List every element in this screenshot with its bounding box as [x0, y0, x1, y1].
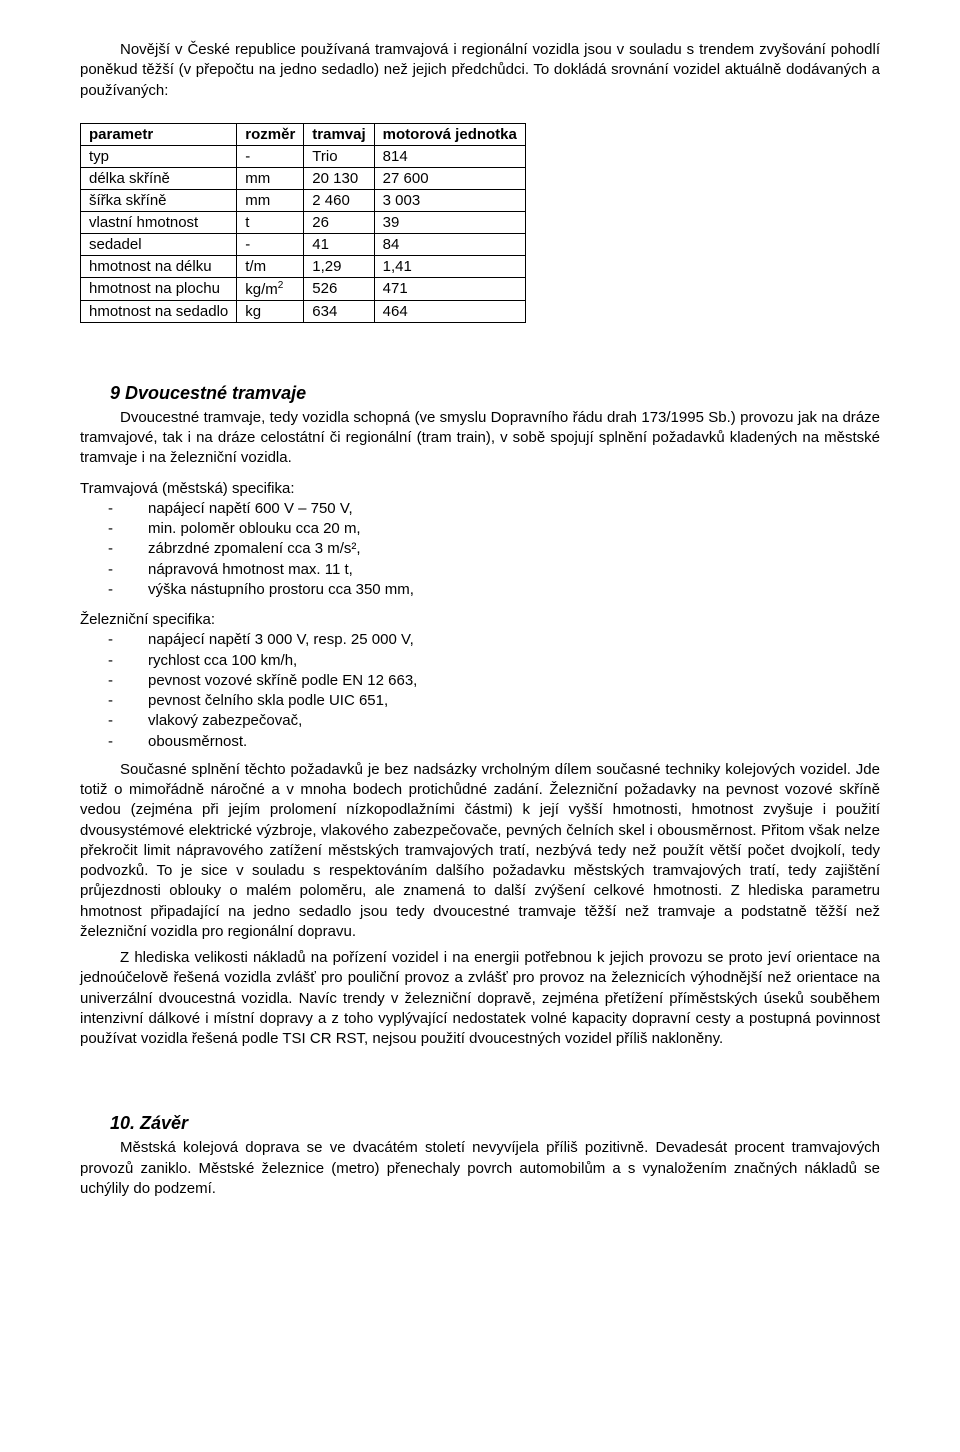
section-10-p1: Městská kolejová doprava se ve dvacátém …: [80, 1138, 880, 1199]
list-item-text: napájecí napětí 600 V – 750 V,: [148, 500, 353, 517]
list-item-text: pevnost čelního skla podle UIC 651,: [148, 692, 388, 709]
list-item-text: min. poloměr oblouku cca 20 m,: [148, 520, 361, 537]
cell-unit: -: [237, 145, 304, 167]
list-item-text: rychlost cca 100 km/h,: [148, 652, 297, 669]
cell-unit: kg/m2: [237, 277, 304, 300]
list-item: -zábrzdné zpomalení cca 3 m/s²,: [80, 539, 880, 559]
list-item: -vlakový zabezpečovač,: [80, 711, 880, 731]
cell-unit: kg: [237, 300, 304, 322]
col-motorova: motorová jednotka: [374, 123, 525, 145]
cell-tram: 26: [304, 211, 374, 233]
cell-tram: 634: [304, 300, 374, 322]
rail-specifics-header: Železniční specifika:: [80, 610, 880, 630]
cell-param: vlastní hmotnost: [81, 211, 237, 233]
cell-unit: t/m: [237, 255, 304, 277]
list-item-text: vlakový zabezpečovač,: [148, 712, 302, 729]
cell-tram: 41: [304, 233, 374, 255]
cell-mu: 814: [374, 145, 525, 167]
section-9-title: 9 Dvoucestné tramvaje: [110, 383, 880, 404]
table-row: hmotnost na délku t/m 1,29 1,41: [81, 255, 526, 277]
cell-tram: 1,29: [304, 255, 374, 277]
cell-param: šířka skříně: [81, 189, 237, 211]
list-item: -napájecí napětí 600 V – 750 V,: [80, 499, 880, 519]
cell-param: hmotnost na sedadlo: [81, 300, 237, 322]
list-item: -obousměrnost.: [80, 732, 880, 752]
cell-param: typ: [81, 145, 237, 167]
parameters-table: parametr rozměr tramvaj motorová jednotk…: [80, 123, 526, 323]
list-item-text: výška nástupního prostoru cca 350 mm,: [148, 581, 414, 598]
table-row: hmotnost na plochu kg/m2 526 471: [81, 277, 526, 300]
cell-mu: 464: [374, 300, 525, 322]
col-rozmer: rozměr: [237, 123, 304, 145]
table-row: typ - Trio 814: [81, 145, 526, 167]
cell-tram: 526: [304, 277, 374, 300]
tram-specifics-header: Tramvajová (městská) specifika:: [80, 479, 880, 499]
cell-mu: 471: [374, 277, 525, 300]
list-item: -výška nástupního prostoru cca 350 mm,: [80, 580, 880, 600]
table-row: sedadel - 41 84: [81, 233, 526, 255]
section-9-p1: Dvoucestné tramvaje, tedy vozidla schopn…: [80, 408, 880, 469]
cell-tram: Trio: [304, 145, 374, 167]
table-row: délka skříně mm 20 130 27 600: [81, 167, 526, 189]
section-10-title: 10. Závěr: [110, 1113, 880, 1134]
table-row: šířka skříně mm 2 460 3 003: [81, 189, 526, 211]
list-item-text: zábrzdné zpomalení cca 3 m/s²,: [148, 540, 361, 557]
cell-param: hmotnost na plochu: [81, 277, 237, 300]
cell-unit: mm: [237, 189, 304, 211]
cell-tram: 2 460: [304, 189, 374, 211]
cell-mu: 3 003: [374, 189, 525, 211]
section-9-p3: Z hlediska velikosti nákladů na pořízení…: [80, 948, 880, 1049]
cell-param: hmotnost na délku: [81, 255, 237, 277]
list-item-text: nápravová hmotnost max. 11 t,: [148, 561, 353, 578]
cell-unit: mm: [237, 167, 304, 189]
list-item-text: obousměrnost.: [148, 733, 247, 750]
list-item: -rychlost cca 100 km/h,: [80, 651, 880, 671]
cell-mu: 1,41: [374, 255, 525, 277]
cell-tram: 20 130: [304, 167, 374, 189]
cell-mu: 27 600: [374, 167, 525, 189]
cell-param: sedadel: [81, 233, 237, 255]
table-row: hmotnost na sedadlo kg 634 464: [81, 300, 526, 322]
list-item: -pevnost čelního skla podle UIC 651,: [80, 691, 880, 711]
list-item: -napájecí napětí 3 000 V, resp. 25 000 V…: [80, 630, 880, 650]
cell-mu: 39: [374, 211, 525, 233]
cell-unit: -: [237, 233, 304, 255]
list-item: -nápravová hmotnost max. 11 t,: [80, 560, 880, 580]
cell-param: délka skříně: [81, 167, 237, 189]
cell-mu: 84: [374, 233, 525, 255]
table-row: vlastní hmotnost t 26 39: [81, 211, 526, 233]
list-item: -pevnost vozové skříně podle EN 12 663,: [80, 671, 880, 691]
list-item-text: pevnost vozové skříně podle EN 12 663,: [148, 672, 417, 689]
intro-paragraph: Novější v České republice používaná tram…: [80, 40, 880, 101]
cell-unit: t: [237, 211, 304, 233]
col-parametr: parametr: [81, 123, 237, 145]
list-item-text: napájecí napětí 3 000 V, resp. 25 000 V,: [148, 631, 414, 648]
section-9-p2: Současné splnění těchto požadavků je bez…: [80, 760, 880, 942]
list-item: -min. poloměr oblouku cca 20 m,: [80, 519, 880, 539]
col-tramvaj: tramvaj: [304, 123, 374, 145]
table-header-row: parametr rozměr tramvaj motorová jednotk…: [81, 123, 526, 145]
